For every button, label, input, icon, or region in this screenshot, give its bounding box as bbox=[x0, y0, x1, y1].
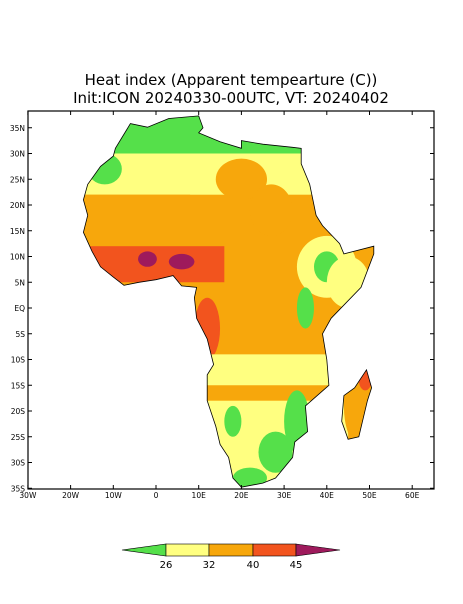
lon-label: 10E bbox=[192, 491, 207, 500]
coast-main bbox=[82, 115, 375, 488]
colorbar-bin bbox=[252, 543, 297, 557]
coastline bbox=[82, 115, 375, 488]
colorbar-label: 40 bbox=[247, 560, 260, 571]
colorbar-label: 45 bbox=[290, 560, 303, 571]
lat-label: 30S bbox=[11, 459, 26, 468]
lat-label: EQ bbox=[14, 304, 25, 313]
heat-region bbox=[194, 297, 221, 360]
lat-label: 15S bbox=[11, 381, 26, 390]
lon-label: 10W bbox=[105, 491, 123, 500]
lat-label: 15N bbox=[10, 227, 25, 236]
lat-label: 25S bbox=[11, 433, 26, 442]
colorbar-label: 26 bbox=[160, 560, 173, 571]
lat-label: 35N bbox=[10, 124, 25, 133]
lon-label: 60E bbox=[405, 491, 420, 500]
lat-label: 5N bbox=[15, 278, 25, 287]
heat-fill bbox=[83, 115, 374, 488]
lat-label: 25N bbox=[10, 175, 25, 184]
lat-label: 10S bbox=[11, 356, 26, 365]
lon-label: 20W bbox=[62, 491, 80, 500]
heat-region bbox=[224, 405, 242, 437]
heat-region bbox=[258, 431, 293, 473]
colorbar-low bbox=[121, 543, 167, 557]
title-line-1: Heat index (Apparent tempearture (C)) bbox=[85, 71, 378, 89]
heat-region bbox=[87, 153, 122, 185]
colorbar: 26 32 40 45 bbox=[121, 543, 341, 571]
title-line-2: Init:ICON 20240330-00UTC, VT: 20240402 bbox=[73, 89, 389, 107]
lat-label: 20N bbox=[10, 201, 25, 210]
heat-region bbox=[215, 158, 268, 200]
lat-label: 20S bbox=[11, 407, 26, 416]
lon-label: 30W bbox=[19, 491, 37, 500]
lon-label: 0 bbox=[154, 491, 159, 500]
map-frame bbox=[27, 110, 435, 490]
colorbar-high bbox=[295, 543, 341, 557]
lon-label: 30E bbox=[277, 491, 292, 500]
lon-label: 20E bbox=[234, 491, 249, 500]
colorbar-bin bbox=[165, 543, 210, 557]
lat-label: 10N bbox=[10, 253, 25, 262]
heat-region bbox=[198, 354, 349, 386]
heat-region bbox=[249, 184, 293, 236]
map-ticks: 35N 30N 25N 20N 15N 10N 5N EQ 5S 10S 15S 20S 25S 30S 3… bbox=[10, 111, 434, 500]
heat-region bbox=[284, 390, 310, 453]
lat-label: 5S bbox=[15, 330, 25, 339]
lon-label: 40E bbox=[320, 491, 335, 500]
heat-region bbox=[232, 467, 268, 488]
colorbar-label: 32 bbox=[203, 560, 216, 571]
lon-label: 50E bbox=[362, 491, 377, 500]
heat-region bbox=[83, 194, 191, 231]
coast-madagascar bbox=[341, 368, 373, 440]
heat-region bbox=[296, 287, 314, 329]
lat-label: 35S bbox=[11, 484, 26, 493]
colorbar-bin bbox=[208, 543, 254, 557]
lat-label: 30N bbox=[10, 150, 25, 159]
heat-region bbox=[138, 251, 157, 267]
heat-region bbox=[168, 253, 195, 270]
